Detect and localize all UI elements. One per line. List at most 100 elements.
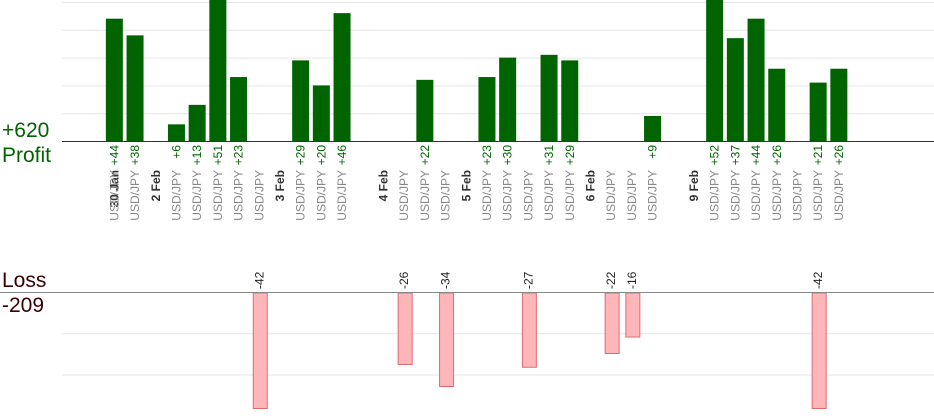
pair-label: USD/JPY (335, 170, 349, 221)
profit-bar (726, 38, 744, 141)
profit-value-label: +37 (728, 145, 742, 166)
profit-value-label: +13 (190, 145, 204, 166)
loss-value-label: -34 (439, 271, 453, 289)
pair-label: USD/JPY (708, 170, 722, 221)
pair-label: USD/JPY (107, 170, 121, 221)
pair-label: USD/JPY (646, 170, 660, 221)
pair-label: USD/JPY (832, 170, 846, 221)
loss-label: Loss (2, 269, 47, 292)
profit-bar (540, 54, 558, 141)
profit-value-label: +9 (646, 145, 660, 159)
pair-label: USD/JPY (728, 170, 742, 221)
loss-bar (625, 292, 641, 338)
profit-value-label: +31 (542, 145, 556, 166)
profit-value-label: +46 (335, 145, 349, 166)
profit-value-label: +44 (107, 145, 121, 166)
date-label: 4 Feb (376, 170, 390, 201)
profit-value-label: +38 (128, 145, 142, 166)
profit-total: +620 (2, 119, 50, 142)
profit-value-label: +22 (418, 145, 432, 166)
loss-bar (252, 292, 268, 409)
profit-bar (416, 79, 434, 141)
profit-value-label: +51 (211, 145, 225, 166)
pair-label: USD/JPY (790, 170, 804, 221)
pair-label: USD/JPY (521, 170, 535, 221)
profit-value-label: +21 (811, 145, 825, 166)
profit-bar (105, 18, 123, 141)
profit-value-label: +23 (232, 145, 246, 166)
profit-bar (499, 57, 517, 141)
pair-label: USD/JPY (232, 170, 246, 221)
loss-value-label: -16 (625, 271, 639, 289)
pair-label: USD/JPY (563, 170, 577, 221)
pair-label: USD/JPY (604, 170, 618, 221)
slot-labels: 30 Jan USD/JPY USD/JPY 2 Feb USD/JPY USD/JPY U… (107, 170, 846, 221)
pair-label: USD/JPY (542, 170, 556, 221)
pair-label: USD/JPY (252, 170, 266, 221)
pair-label: USD/JPY (294, 170, 308, 221)
loss-bar (521, 292, 537, 368)
profit-bar (644, 115, 662, 141)
profit-value-label: +44 (749, 145, 763, 166)
loss-value-label: -27 (521, 271, 535, 289)
profit-bar (126, 35, 144, 141)
pair-label: USD/JPY (480, 170, 494, 221)
profit-value-label: +26 (832, 145, 846, 166)
pair-label: USD/JPY (314, 170, 328, 221)
date-label: 3 Feb (273, 170, 287, 201)
profit-bar (209, 0, 227, 141)
profit-bar (292, 60, 310, 141)
pair-label: USD/JPY (501, 170, 515, 221)
profit-bar (768, 68, 786, 141)
pair-label: USD/JPY (749, 170, 763, 221)
pair-label: USD/JPY (128, 170, 142, 221)
loss-value-label: -22 (604, 271, 618, 289)
date-label: 6 Feb (583, 170, 597, 201)
profit-bar (333, 13, 351, 141)
value-labels: +44 +38 +6 +13 +51 +23 -42 +29 +20 +46 -26 +22 -34 +2… (107, 145, 846, 289)
profit-value-label: +30 (501, 145, 515, 166)
profit-value-label: +20 (314, 145, 328, 166)
loss-bar (397, 292, 413, 365)
pair-label: USD/JPY (397, 170, 411, 221)
axes (0, 141, 934, 293)
loss-bars (252, 292, 827, 409)
pair-label: USD/JPY (770, 170, 784, 221)
profit-value-label: +26 (770, 145, 784, 166)
pair-label: USD/JPY (169, 170, 183, 221)
date-label: 2 Feb (149, 170, 163, 201)
date-label: 9 Feb (687, 170, 701, 201)
profit-bar (561, 60, 579, 141)
pair-label: USD/JPY (439, 170, 453, 221)
profit-bar (478, 77, 496, 141)
loss-value-label: -42 (811, 271, 825, 289)
profit-value-label: +52 (708, 145, 722, 166)
pair-label: USD/JPY (418, 170, 432, 221)
loss-value-label: -26 (397, 271, 411, 289)
loss-total: -209 (2, 294, 45, 317)
profit-label: Profit (2, 144, 52, 167)
loss-bar (604, 292, 620, 354)
loss-bar (811, 292, 827, 409)
pair-label: USD/JPY (811, 170, 825, 221)
profit-bar (747, 18, 765, 141)
gridlines (62, 2, 934, 376)
profit-value-label: +29 (294, 145, 308, 166)
profit-bar (230, 77, 248, 141)
profit-bar (706, 0, 724, 141)
pair-label: USD/JPY (211, 170, 225, 221)
profit-value-label: +23 (480, 145, 494, 166)
profit-bars (105, 0, 848, 141)
profit-value-label: +6 (169, 145, 183, 159)
loss-bar (439, 292, 455, 387)
date-label: 5 Feb (459, 170, 473, 201)
loss-value-label: -42 (252, 271, 266, 289)
profit-bar (312, 85, 330, 141)
profit-bar (188, 104, 206, 141)
date-label: 30 Jan (107, 170, 121, 207)
pair-label: USD/JPY (190, 170, 204, 221)
profit-bar (830, 68, 848, 141)
pair-label: USD/JPY (625, 170, 639, 221)
profit-bar (167, 124, 185, 141)
